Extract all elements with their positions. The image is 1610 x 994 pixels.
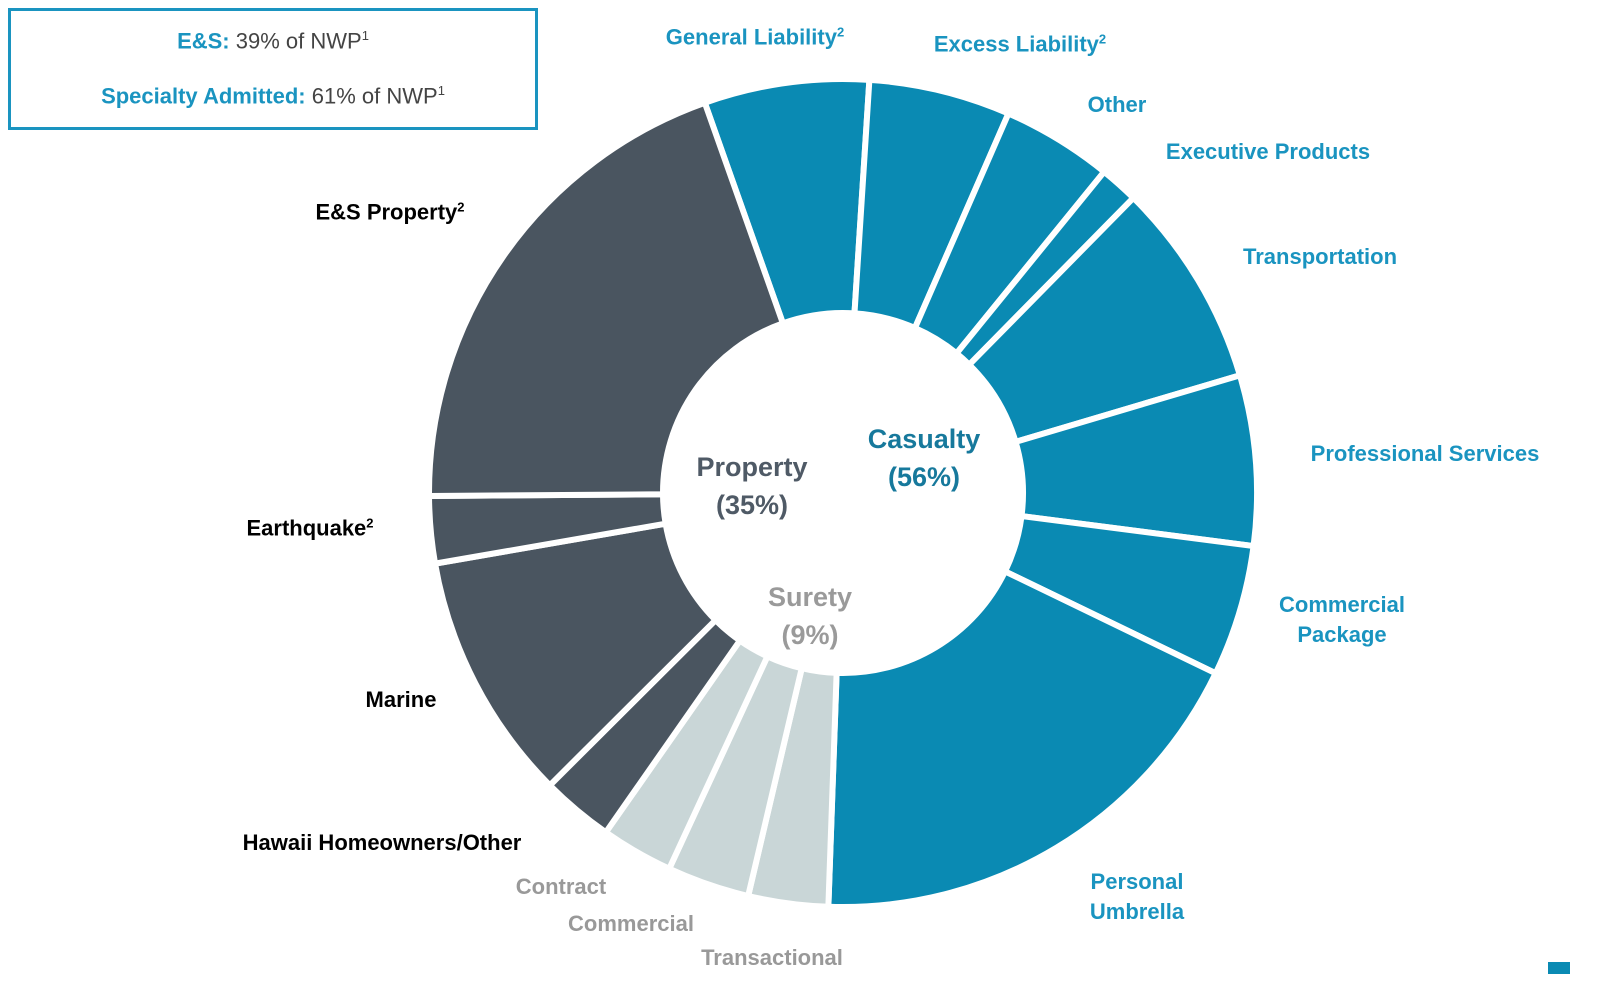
group-value: (35%) <box>715 490 789 520</box>
box-line: E&S: 39% of NWP1 <box>11 11 535 66</box>
segment-label: General Liability2 <box>666 17 844 52</box>
group-value: (56%) <box>887 462 961 492</box>
segment-name: Excess Liability <box>933 31 1099 57</box>
group-name: Surety <box>767 582 853 612</box>
segment <box>431 520 720 790</box>
segment-label: Transportation <box>1243 242 1397 272</box>
segment-name: Professional Services <box>1310 441 1540 466</box>
group-label: Surety (9%) <box>768 578 852 654</box>
segment-label: Other <box>1088 90 1147 120</box>
segment-name: Hawaii Homeowners/Other <box>242 830 522 855</box>
segment-note: 2 <box>366 515 374 531</box>
segment-name: Commercial Package <box>1279 592 1405 647</box>
segment-name: E&S Property <box>315 199 458 225</box>
segment-note: 2 <box>836 24 845 40</box>
segment-label: Professional Services <box>1311 439 1540 469</box>
segment-name: General Liability <box>665 24 837 50</box>
group-name: Casualty <box>867 424 981 454</box>
segment-name: Contract <box>515 874 607 899</box>
segment-label: Commercial Package <box>1262 590 1422 650</box>
segment-label: Contract <box>516 872 606 902</box>
group-label: Property (35%) <box>696 448 807 524</box>
segment-note: 2 <box>457 199 465 215</box>
segment-label: Executive Products <box>1166 137 1370 167</box>
segment-name: Earthquake <box>246 515 367 541</box>
segment-name: Personal Umbrella <box>1089 869 1185 924</box>
segment-label: Transactional <box>701 943 843 973</box>
box-label: Specialty Admitted: <box>101 83 306 109</box>
group-label: Casualty (56%) <box>868 420 981 496</box>
segment-note: 2 <box>1098 31 1107 47</box>
segment <box>825 567 1220 910</box>
segment-label: E&S Property2 <box>315 192 464 227</box>
segment-label: Commercial <box>568 909 694 939</box>
nwp-box: E&S: 39% of NWP1 Specialty Admitted: 61% … <box>8 8 538 130</box>
box-note: 1 <box>437 83 445 99</box>
segment-name: Transactional <box>701 945 843 970</box>
box-note: 1 <box>361 28 369 43</box>
segment-label: Excess Liability2 <box>934 24 1106 59</box>
segment-label: Earthquake2 <box>246 508 373 543</box>
segment-name: Other <box>1087 92 1147 117</box>
segment-label: Personal Umbrella <box>1057 867 1217 927</box>
segment-label: Hawaii Homeowners/Other <box>243 828 522 858</box>
group-name: Property <box>696 452 808 482</box>
segment-name: Executive Products <box>1165 139 1371 164</box>
decoration <box>1548 962 1570 974</box>
group-value: (9%) <box>781 620 839 650</box>
segment <box>426 98 787 500</box>
segment-label: Marine <box>366 685 437 715</box>
segment-name: Marine <box>365 687 437 712</box>
box-label: E&S: <box>177 28 230 54</box>
box-text: 39% of NWP <box>235 28 362 54</box>
box-text: 61% of NWP <box>311 83 438 109</box>
segment-name: Transportation <box>1242 244 1398 269</box>
segment-name: Commercial <box>568 911 694 936</box>
box-line: Specialty Admitted: 61% of NWP1 <box>11 66 535 121</box>
